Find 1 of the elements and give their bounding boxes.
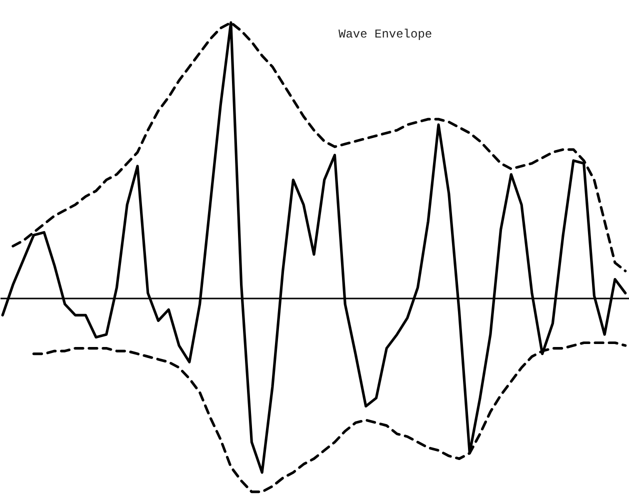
annotation: Wave Envelope bbox=[338, 28, 432, 42]
